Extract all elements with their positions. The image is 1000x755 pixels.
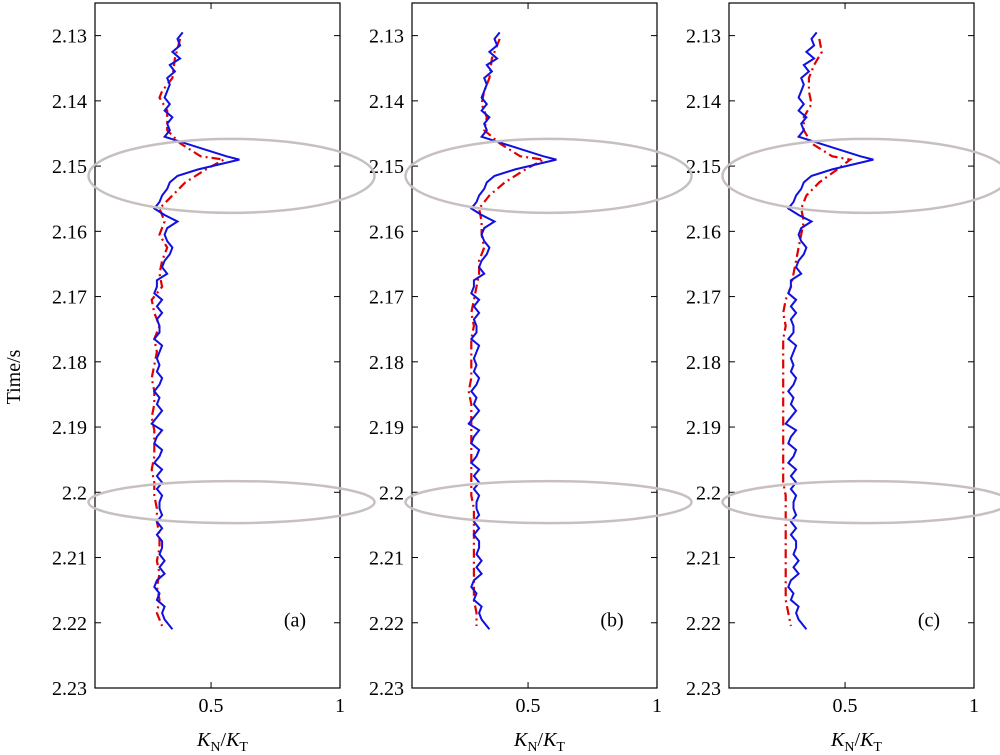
highlight-ellipse-upper-c <box>721 137 1000 215</box>
series-red-c <box>782 38 853 627</box>
panel-tag-a: (a) <box>284 610 306 632</box>
series-blue-a <box>150 31 240 630</box>
y-tick-label: 2.14 <box>686 91 721 113</box>
x-tick-label: 1 <box>335 695 345 717</box>
y-tick-label: 2.15 <box>369 156 404 178</box>
y-tick-label: 2.16 <box>686 221 721 243</box>
y-tick-label: 2.21 <box>369 548 404 570</box>
panel-c-frame <box>728 2 975 689</box>
panel-b: 2.13 2.14 2.15 2.16 2.17 2.18 2.19 2.2 2.21 2.22 2… <box>369 2 662 755</box>
highlight-ellipse-upper-a <box>87 137 376 215</box>
x-axis-label-slash: / <box>538 729 544 751</box>
y-axis-label: Time/s <box>3 349 25 404</box>
x-axis-label-k2: K <box>542 729 558 751</box>
x-tick-label: 0.5 <box>833 695 858 717</box>
highlight-ellipse-lower-b <box>404 479 693 525</box>
x-axis-label-sub2: T <box>556 740 565 755</box>
highlight-ellipse-lower-c <box>721 479 1000 525</box>
y-tick-label: 2.14 <box>369 91 404 113</box>
x-axis-label-sub1: N <box>844 740 854 755</box>
y-tick-label: 2.19 <box>686 417 721 439</box>
y-tick-label: 2.2 <box>62 482 87 504</box>
y-tick-label: 2.17 <box>52 287 87 309</box>
series-red-a <box>150 38 228 627</box>
x-axis-label-slash: / <box>221 729 227 751</box>
x-axis-label-slash: / <box>855 729 861 751</box>
highlight-ellipses <box>87 137 1000 525</box>
y-tick-label: 2.19 <box>369 417 404 439</box>
panels: 2.132.142.152.162.172.182.192.22.212.222… <box>52 2 979 755</box>
highlight-ellipse-upper-b <box>404 137 693 215</box>
panel-a-frame <box>94 2 341 689</box>
x-tick-label: 1 <box>652 695 662 717</box>
x-axis-label-k1: K <box>196 729 212 751</box>
y-tick-label: 2.18 <box>686 352 721 374</box>
panel-a: 2.13 2.14 2.15 2.16 2.17 2.18 2.19 2.2 2.21 2.22 2… <box>52 2 345 755</box>
x-tick-label: 0.5 <box>199 695 224 717</box>
y-tick-label: 2.13 <box>52 26 87 48</box>
highlight-ellipse-lower-a <box>87 479 376 525</box>
y-tick-label: 2.17 <box>686 287 721 309</box>
x-axis-label-sub2: T <box>239 740 248 755</box>
x-tick-label: 1 <box>969 695 979 717</box>
y-tick-label: 2.23 <box>52 678 87 700</box>
series-red-b <box>467 38 547 626</box>
y-tick-label: 2.22 <box>52 613 87 635</box>
y-tick-label: 2.15 <box>686 156 721 178</box>
y-tick-label: 2.22 <box>369 613 404 635</box>
y-tick-label: 2.23 <box>686 678 721 700</box>
x-axis-label-k2: K <box>859 729 875 751</box>
y-tick-label: 2.2 <box>379 482 404 504</box>
x-axis-label-sub1: N <box>527 740 537 755</box>
x-axis-label-sub2: T <box>873 740 882 755</box>
y-tick-label: 2.18 <box>369 352 404 374</box>
x-axis-label-sub1: N <box>210 740 220 755</box>
panel-b-frame <box>411 2 658 689</box>
x-axis-label-k1: K <box>513 729 529 751</box>
y-tick-label: 2.14 <box>52 91 87 113</box>
y-tick-label: 2.15 <box>52 156 87 178</box>
y-tick-label: 2.13 <box>369 26 404 48</box>
y-tick-label: 2.23 <box>369 678 404 700</box>
series-blue-b <box>467 31 557 630</box>
panel-tag-b: (b) <box>600 610 623 632</box>
series-blue-c <box>784 31 874 630</box>
x-axis-label-k2: K <box>225 729 241 751</box>
x-axis-label: KN/KT <box>513 729 565 755</box>
panel-c: 2.13 2.14 2.15 2.16 2.17 2.18 2.19 2.2 2.21 2.22 2… <box>686 2 979 755</box>
y-tick-label: 2.17 <box>369 287 404 309</box>
y-tick-label: 2.2 <box>696 482 721 504</box>
y-tick-label: 2.13 <box>686 26 721 48</box>
y-tick-label: 2.21 <box>52 548 87 570</box>
y-tick-label: 2.18 <box>52 352 87 374</box>
x-axis-label: KN/KT <box>830 729 882 755</box>
y-tick-label: 2.16 <box>52 221 87 243</box>
x-tick-label: 0.5 <box>516 695 541 717</box>
y-tick-label: 2.16 <box>369 221 404 243</box>
y-tick-label: 2.19 <box>52 417 87 439</box>
x-axis-label: KN/KT <box>196 729 248 755</box>
x-axis-label-k1: K <box>830 729 846 751</box>
y-tick-label: 2.21 <box>686 548 721 570</box>
panel-tag-c: (c) <box>918 610 940 632</box>
y-tick-label: 2.22 <box>686 613 721 635</box>
